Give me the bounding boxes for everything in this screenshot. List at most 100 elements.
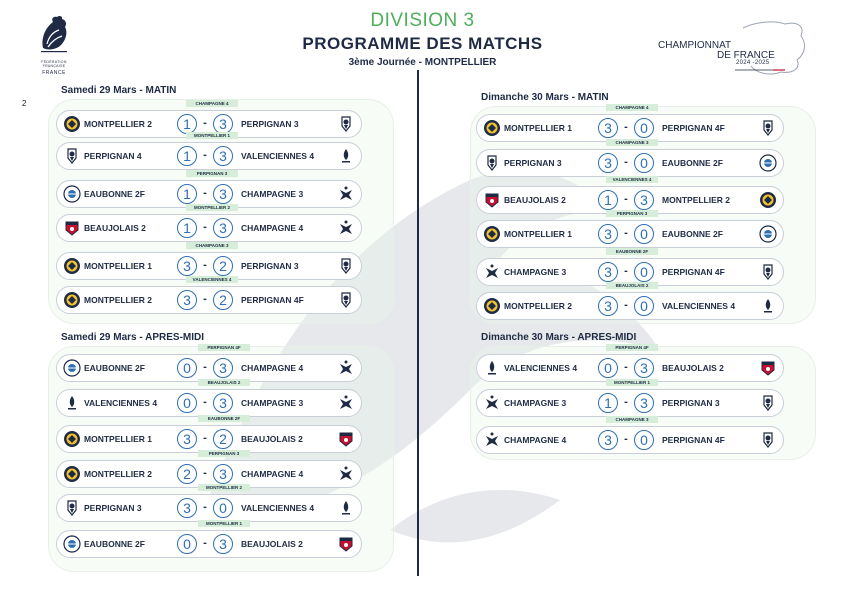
score-separator: - (203, 396, 207, 408)
referee-team-label: MONTPELLIER 2 (186, 204, 238, 211)
away-team: CHAMPAGNE 3 (241, 398, 304, 408)
column-divider (417, 70, 419, 576)
referee-team-label: CHAMPAGNE 3 (606, 139, 658, 146)
match-row: MONTPELLIER 2 PERPIGNAN 3 3 - 0 VALENCIE… (56, 484, 362, 522)
montpellier-icon (482, 118, 502, 138)
home-score: 3 (177, 498, 197, 518)
away-score: 0 (634, 224, 654, 244)
away-team: CHAMPAGNE 4 (241, 223, 304, 233)
home-score: 3 (598, 296, 618, 316)
champagne-icon (336, 464, 356, 484)
home-score: 1 (177, 114, 197, 134)
away-score: 3 (213, 184, 233, 204)
perpignan-icon (336, 114, 356, 134)
away-score: 3 (213, 393, 233, 413)
away-team: CHAMPAGNE 4 (241, 469, 304, 479)
away-score: 2 (213, 256, 233, 276)
score-separator: - (203, 501, 207, 513)
away-score: 0 (634, 430, 654, 450)
referee-team-label: MONTPELLIER 1 (198, 520, 250, 527)
perpignan-icon (758, 393, 778, 413)
referee-team-label: BEAUJOLAIS 2 (198, 379, 250, 386)
referee-team-label: CHAMPAGNE 4 (186, 100, 238, 107)
champagne-icon (336, 393, 356, 413)
home-team: BEAUJOLAIS 2 (84, 223, 146, 233)
score-separator: - (203, 467, 207, 479)
away-score: 0 (634, 153, 654, 173)
referee-team-label: BEAUJOLAIS 2 (606, 282, 658, 289)
away-score: 3 (634, 358, 654, 378)
match-row: PERPIGNAN 4F EAUBONNE 2F 0 - 3 CHAMPAGNE… (56, 344, 362, 382)
montpellier-icon (62, 429, 82, 449)
score-separator: - (203, 432, 207, 444)
score-separator: - (624, 156, 628, 168)
away-team: BEAUJOLAIS 2 (241, 539, 303, 549)
championship-line2: DE FRANCE (717, 50, 775, 61)
page-subtitle: 3ème Journée - MONTPELLIER (348, 57, 497, 68)
federation-logo: FÉDÉRATION FRANÇAISE FRANCE (30, 14, 78, 76)
score-separator: - (203, 117, 207, 129)
home-score: 1 (177, 218, 197, 238)
away-team: PERPIGNAN 4F (241, 295, 304, 305)
home-score: 3 (177, 429, 197, 449)
home-team: CHAMPAGNE 3 (504, 398, 567, 408)
valenciennes-icon (758, 296, 778, 316)
rooster-icon (41, 15, 67, 53)
match-pill (476, 220, 784, 248)
score-separator: - (203, 293, 207, 305)
referee-team-label: MONTPELLIER 1 (606, 379, 658, 386)
away-score: 2 (213, 429, 233, 449)
home-score: 3 (598, 224, 618, 244)
away-score: 0 (634, 118, 654, 138)
match-pill (476, 426, 784, 454)
match-pill (56, 425, 362, 453)
score-separator: - (624, 396, 628, 408)
home-team: MONTPELLIER 1 (504, 229, 573, 239)
montpellier-icon (482, 296, 502, 316)
score-separator: - (624, 299, 628, 311)
home-score: 1 (598, 190, 618, 210)
match-row: MONTPELLIER 1 EAUBONNE 2F 0 - 3 BEAUJOLA… (56, 520, 362, 558)
home-team: EAUBONNE 2F (84, 189, 145, 199)
page-number: 2 (22, 99, 27, 108)
eaubonne-icon (62, 184, 82, 204)
montpellier-icon (62, 256, 82, 276)
home-team: BEAUJOLAIS 2 (504, 195, 566, 205)
match-pill (56, 142, 362, 170)
match-row: PERPIGNAN 3 EAUBONNE 2F 1 - 3 CHAMPAGNE … (56, 170, 362, 208)
eaubonne-icon (62, 534, 82, 554)
perpignan-icon (62, 498, 82, 518)
referee-team-label: PERPIGNAN 3 (186, 170, 238, 177)
champagne-icon (336, 218, 356, 238)
away-team: PERPIGNAN 3 (241, 119, 299, 129)
referee-team-label: PERPIGNAN 4F (198, 344, 250, 351)
beaujolais-icon (62, 218, 82, 238)
away-team: CHAMPAGNE 4 (241, 363, 304, 373)
home-team: PERPIGNAN 4 (84, 151, 142, 161)
home-score: 3 (177, 256, 197, 276)
away-score: 3 (213, 114, 233, 134)
section-title-sun-morning: Dimanche 30 Mars - MATIN (481, 92, 609, 103)
france-map-icon (735, 21, 805, 75)
away-team: PERPIGNAN 4F (662, 267, 725, 277)
match-pill (476, 292, 784, 320)
home-score: 3 (177, 290, 197, 310)
beaujolais-icon (336, 534, 356, 554)
beaujolais-icon (482, 190, 502, 210)
match-pill (56, 214, 362, 242)
home-score: 1 (177, 184, 197, 204)
match-row: PERPIGNAN 3 MONTPELLIER 2 2 - 3 CHAMPAGN… (56, 450, 362, 488)
home-team: EAUBONNE 2F (84, 363, 145, 373)
home-team: PERPIGNAN 3 (84, 503, 142, 513)
montpellier-icon (482, 224, 502, 244)
home-team: MONTPELLIER 2 (504, 301, 573, 311)
away-score: 3 (634, 190, 654, 210)
federation-name: FÉDÉRATION FRANÇAISE (41, 60, 67, 68)
away-team: CHAMPAGNE 3 (241, 189, 304, 199)
match-row: VALENCIENNES 4 BEAUJOLAIS 2 1 - 3 MONTPE… (476, 176, 784, 214)
eaubonne-icon (758, 153, 778, 173)
champagne-icon (336, 184, 356, 204)
home-team: VALENCIENNES 4 (84, 398, 158, 408)
match-pill (56, 460, 362, 488)
match-pill (476, 186, 784, 214)
